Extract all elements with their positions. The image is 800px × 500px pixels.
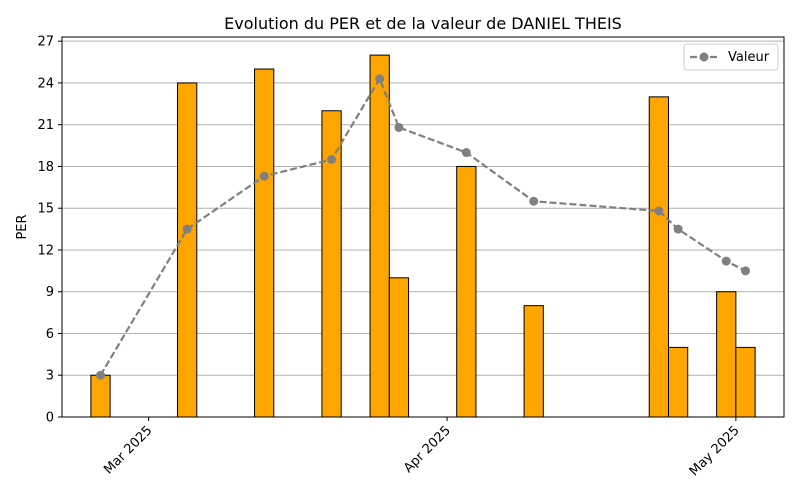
y-tick-label: 9 — [46, 285, 54, 300]
y-tick-label: 24 — [37, 76, 54, 91]
data-point-valeur — [529, 196, 539, 206]
data-point-valeur — [375, 74, 385, 84]
data-point-valeur — [654, 206, 664, 216]
legend-box — [683, 43, 779, 71]
bar — [735, 346, 756, 418]
bar — [523, 305, 544, 418]
bar-layer — [90, 54, 756, 418]
y-tick-label: 6 — [46, 327, 54, 342]
bar — [254, 68, 275, 418]
data-point-valeur — [673, 224, 683, 234]
y-tick-label: 18 — [37, 160, 54, 175]
data-point-valeur — [461, 148, 471, 158]
bar — [369, 54, 390, 418]
bar — [456, 165, 477, 418]
data-point-valeur — [327, 154, 337, 164]
data-point-valeur — [182, 224, 192, 234]
chart-title: Evolution du PER et de la valeur de DANI… — [224, 14, 622, 33]
data-point-valeur — [721, 256, 731, 266]
y-axis-label: PER — [15, 214, 30, 239]
y-tick-label: 0 — [46, 411, 54, 426]
y-tick-label: 27 — [37, 35, 54, 50]
bar — [388, 277, 410, 418]
data-point-valeur — [96, 370, 106, 380]
legend: Valeur — [683, 43, 779, 71]
data-point-valeur — [740, 266, 750, 276]
bar — [716, 291, 737, 418]
line-layer — [96, 74, 750, 380]
data-point-valeur — [259, 171, 269, 181]
y-tick-label: 12 — [37, 243, 54, 258]
y-tick-label: 21 — [37, 118, 54, 133]
legend-marker — [699, 52, 709, 62]
data-point-valeur — [394, 122, 404, 132]
plot-frame — [61, 36, 785, 418]
bar — [90, 374, 111, 418]
legend-label-valeur: Valeur — [728, 50, 770, 65]
bar — [648, 96, 669, 418]
y-tick-label: 15 — [37, 202, 54, 217]
series-line-valeur — [99, 76, 746, 376]
bar — [667, 346, 689, 418]
y-tick-label: 3 — [46, 369, 54, 384]
bar — [177, 82, 198, 418]
